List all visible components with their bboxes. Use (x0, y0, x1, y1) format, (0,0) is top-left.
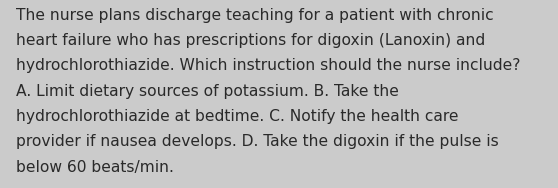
Text: A. Limit dietary sources of potassium. B. Take the: A. Limit dietary sources of potassium. B… (16, 84, 398, 99)
Text: provider if nausea develops. D. Take the digoxin if the pulse is: provider if nausea develops. D. Take the… (16, 134, 498, 149)
Text: The nurse plans discharge teaching for a patient with chronic: The nurse plans discharge teaching for a… (16, 8, 493, 23)
Text: heart failure who has prescriptions for digoxin (Lanoxin) and: heart failure who has prescriptions for … (16, 33, 485, 48)
Text: hydrochlorothiazide at bedtime. C. Notify the health care: hydrochlorothiazide at bedtime. C. Notif… (16, 109, 458, 124)
Text: below 60 beats/min.: below 60 beats/min. (16, 160, 174, 175)
Text: hydrochlorothiazide. Which instruction should the nurse include?: hydrochlorothiazide. Which instruction s… (16, 58, 520, 73)
